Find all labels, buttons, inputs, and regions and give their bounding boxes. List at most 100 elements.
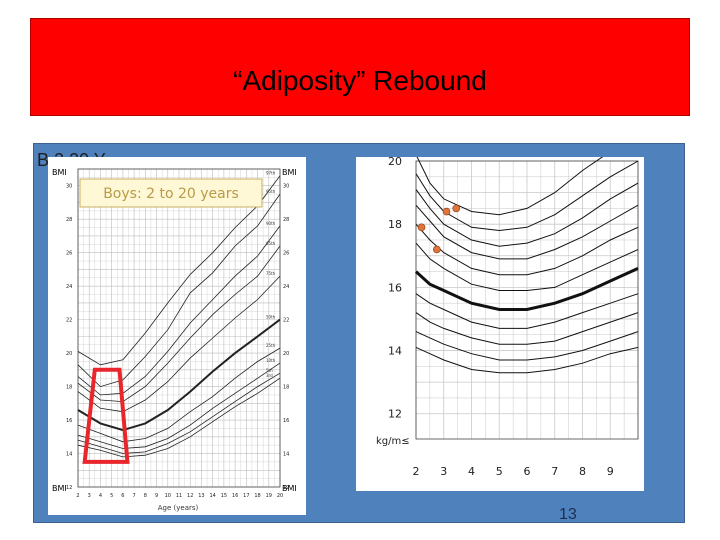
left-y-tick-label-right: 20 <box>283 351 289 357</box>
left-x-tick-label: 16 <box>232 493 238 499</box>
left-chart-title: Boys: 2 to 20 years <box>103 186 239 202</box>
left-chart-ticks: 2 3 4 5 6 7 8 9 10 11 12 13 14 15 16 17 18 19 201214161820… <box>66 184 289 499</box>
left-y-tick-label-right: 12 <box>283 485 289 491</box>
left-plot-frame <box>77 168 281 488</box>
left-y-tick-label-right: 22 <box>283 318 289 324</box>
left-y-tick-label: 12 <box>66 485 72 491</box>
right-series-curve-10 <box>415 346 639 374</box>
right-y-tick-label: 12 <box>388 408 402 421</box>
left-percentile-label: 75th <box>266 271 276 276</box>
left-x-tick-label: 6 <box>121 493 124 499</box>
left-series-5th <box>77 372 281 454</box>
left-y-tick-label-right: 28 <box>283 217 289 223</box>
left-x-tick-label: 12 <box>187 493 193 499</box>
left-chart-bmi-label-top-left: BMI <box>52 168 67 177</box>
left-x-tick-label: 17 <box>243 493 249 499</box>
right-y-tick-label: 16 <box>388 281 402 294</box>
left-series-90th <box>77 225 281 396</box>
right-chart-percentile-curves <box>414 157 639 374</box>
left-percentile-label: 25th <box>266 343 276 348</box>
left-percentile-label: 10th <box>266 358 276 363</box>
right-series-curve-2 <box>415 182 639 247</box>
left-y-tick-label-right: 30 <box>283 184 289 190</box>
right-series-curve-8 <box>415 312 639 345</box>
right-chart-ticks: 2 3 4 5 6 7 8 9 12 14 16 18 20 <box>388 157 614 478</box>
right-chart-background <box>356 157 644 491</box>
right-series-curve-9 <box>415 331 639 361</box>
left-x-tick-label: 20 <box>277 493 283 499</box>
left-y-tick-label-right: 18 <box>283 385 289 391</box>
right-series-curve-5 <box>415 242 639 291</box>
right-x-tick-label: 6 <box>524 465 531 478</box>
left-y-tick-label-right: 16 <box>283 418 289 424</box>
right-y-tick-label: 18 <box>388 218 402 231</box>
left-x-tick-label: 9 <box>155 493 158 499</box>
left-percentile-label: 90th <box>266 221 276 226</box>
left-y-tick-label: 18 <box>66 385 72 391</box>
left-x-tick-label: 11 <box>176 493 182 499</box>
left-chart-bmi-label-bottom-right: BMI <box>282 484 297 493</box>
left-series-3rd <box>77 377 281 458</box>
left-series-25th <box>77 347 281 443</box>
right-x-tick-label: 4 <box>468 465 475 478</box>
bmi-zoom-chart: 2 3 4 5 6 7 8 9 12 14 16 18 20 kg/m≤ <box>356 157 644 491</box>
bmi-data-point <box>433 245 441 254</box>
bmi-data-point <box>417 223 426 232</box>
bmi-data-point <box>442 207 451 216</box>
left-chart-bmi-label-bottom-left: BMI <box>52 484 67 493</box>
bmi-data-point <box>452 204 461 213</box>
left-y-tick-label-right: 14 <box>283 452 289 458</box>
left-y-tick-label: 22 <box>66 318 72 324</box>
left-x-tick-label: 5 <box>110 493 113 499</box>
right-plot-frame <box>415 160 639 440</box>
right-series-curve-7 <box>415 293 639 329</box>
left-x-tick-label: 4 <box>99 493 102 499</box>
left-chart-bmi-label-top-right: BMI <box>282 168 297 177</box>
left-percentile-label: 97th <box>266 171 276 176</box>
left-chart-background <box>48 157 306 515</box>
left-y-tick-label: 14 <box>66 452 72 458</box>
left-y-tick-label-right: 26 <box>283 251 289 257</box>
left-x-tick-label: 14 <box>209 493 215 499</box>
left-x-tick-label: 2 <box>76 493 79 499</box>
highlight-rebound-region <box>82 367 130 464</box>
left-series-95th <box>77 193 281 388</box>
slide-title: “Adiposity” Rebound <box>233 65 487 96</box>
left-y-tick-label: 28 <box>66 217 72 223</box>
right-y-tick-label: 14 <box>388 345 402 358</box>
right-x-tick-label: 3 <box>440 465 447 478</box>
right-x-tick-label: 5 <box>496 465 503 478</box>
left-y-tick-label: 26 <box>66 251 72 257</box>
left-x-tick-label: 15 <box>221 493 227 499</box>
right-series-50th <box>414 267 639 311</box>
left-x-tick-label: 3 <box>88 493 91 499</box>
left-series-97th <box>77 175 281 366</box>
right-series-curve-3 <box>415 204 639 260</box>
right-x-tick-label: 8 <box>579 465 586 478</box>
left-y-tick-label: 24 <box>66 284 72 290</box>
left-x-tick-label: 18 <box>254 493 260 499</box>
right-series-curve-0 <box>416 157 604 216</box>
left-percentile-label: 95th <box>266 189 276 194</box>
title-banner: “Adiposity” Rebound <box>30 18 690 116</box>
left-percentile-label: 50th <box>266 315 276 320</box>
left-percentile-label: 5th <box>266 368 273 373</box>
left-series-10th <box>77 362 281 449</box>
left-x-tick-label: 10 <box>165 493 171 499</box>
left-chart-title-box <box>79 178 263 208</box>
right-y-tick-label: 20 <box>388 157 402 168</box>
left-chart-x-axis-label: Age (years) <box>158 504 199 512</box>
left-percentile-label: 3rd <box>266 373 273 378</box>
left-y-tick-label-right: 24 <box>283 284 289 290</box>
left-y-tick-label: 30 <box>66 184 72 190</box>
right-x-tick-label: 7 <box>551 465 558 478</box>
right-chart-data-points <box>417 204 461 254</box>
left-series-75th <box>77 275 281 413</box>
right-x-tick-label: 2 <box>413 465 420 478</box>
left-y-tick-label: 20 <box>66 351 72 357</box>
left-series-50th <box>77 318 281 432</box>
left-percentile-label: 85th <box>266 241 276 246</box>
right-x-tick-label: 9 <box>607 465 614 478</box>
